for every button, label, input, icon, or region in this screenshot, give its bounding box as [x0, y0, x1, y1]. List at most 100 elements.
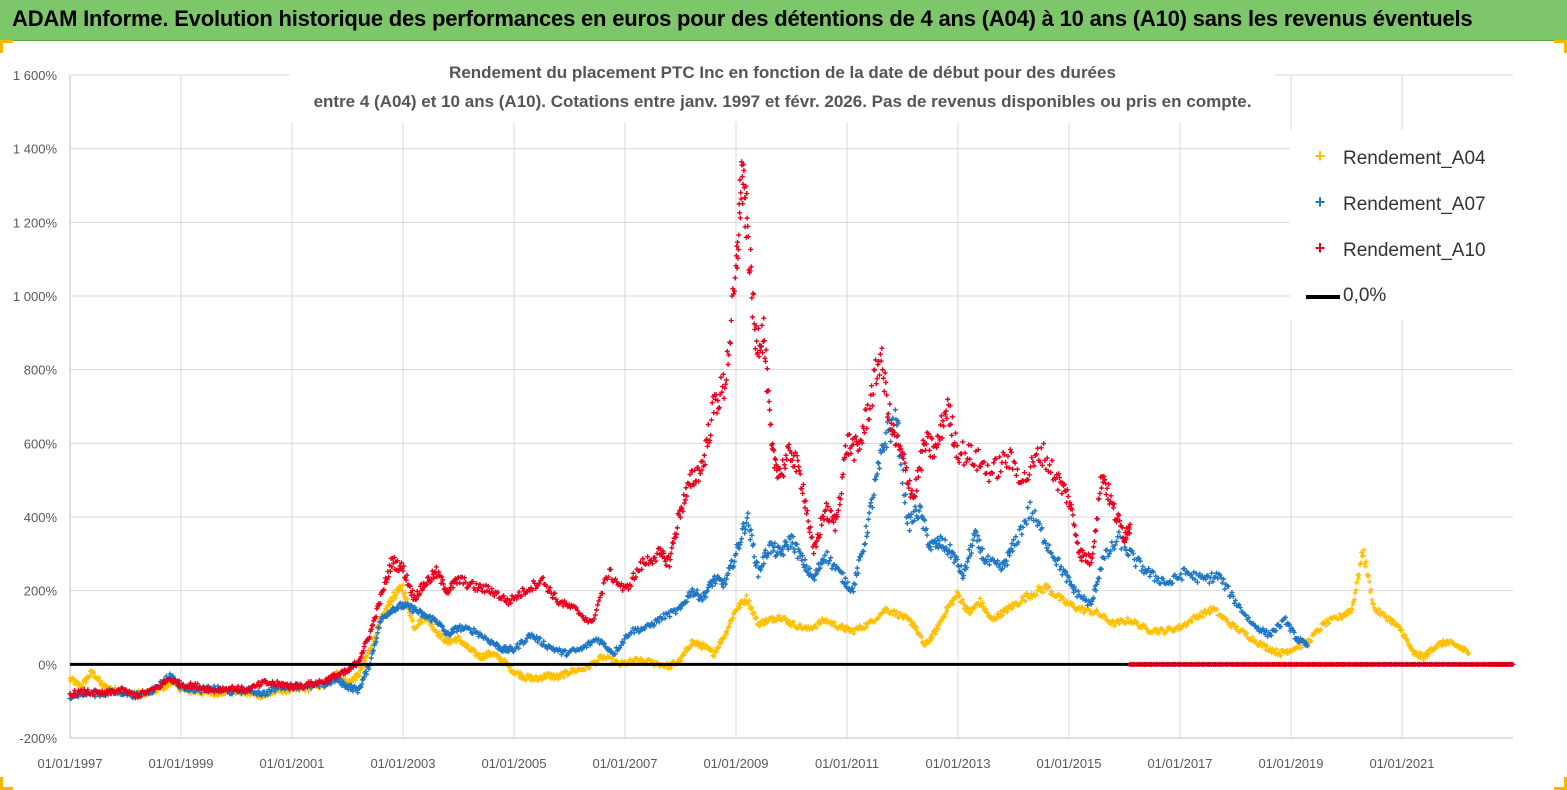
data-point	[688, 483, 694, 489]
data-point	[894, 609, 900, 615]
data-point	[373, 639, 379, 645]
data-point	[938, 422, 944, 428]
data-point	[389, 609, 395, 615]
data-point	[915, 474, 921, 480]
data-point	[884, 392, 890, 398]
data-point	[796, 464, 802, 470]
data-point	[265, 692, 271, 698]
data-point	[788, 544, 794, 550]
data-point	[863, 407, 869, 413]
data-point	[1116, 621, 1122, 627]
data-point	[1420, 657, 1426, 663]
data-point	[928, 637, 934, 643]
scatter-chart: 1 600% 1 400% 1 200% 1 000% 800% 600% 400% 200%…	[13, 68, 1516, 771]
data-point	[911, 493, 917, 499]
y-tick-label: -200%	[19, 731, 57, 746]
data-point	[393, 595, 399, 601]
data-point	[753, 323, 759, 329]
data-point	[1234, 624, 1240, 630]
data-point	[735, 247, 741, 253]
data-point	[953, 595, 959, 601]
data-point	[723, 631, 729, 637]
data-point	[866, 416, 872, 422]
data-point	[91, 692, 97, 698]
data-point	[942, 537, 948, 543]
data-point	[1075, 540, 1081, 546]
data-point	[838, 491, 844, 497]
data-point	[903, 467, 909, 473]
data-point	[851, 630, 857, 636]
data-point	[741, 523, 747, 529]
data-point	[842, 455, 848, 461]
data-point	[777, 545, 783, 551]
data-point	[1446, 641, 1452, 647]
data-point	[703, 594, 709, 600]
data-point	[262, 677, 268, 683]
data-point	[996, 564, 1002, 570]
data-point	[1093, 528, 1099, 533]
data-point	[368, 626, 374, 632]
data-point	[737, 605, 743, 611]
data-point	[960, 439, 966, 445]
data-point	[699, 467, 705, 473]
data-point	[969, 543, 975, 549]
data-point	[391, 554, 397, 560]
data-point	[926, 447, 932, 453]
data-point	[501, 657, 507, 663]
data-point	[1067, 578, 1073, 584]
data-point	[751, 291, 757, 297]
data-point	[954, 443, 960, 449]
data-point	[535, 639, 541, 645]
data-point	[678, 606, 683, 612]
data-point	[1091, 595, 1097, 601]
data-point	[730, 615, 736, 621]
data-point	[1184, 568, 1190, 574]
y-axis-ticks: 1 600% 1 400% 1 200% 1 000% 800% 600% 400% 200%…	[13, 68, 58, 746]
data-point	[999, 613, 1005, 619]
data-point	[1324, 617, 1330, 623]
data-point	[701, 452, 707, 458]
data-point	[768, 421, 774, 427]
data-point	[763, 347, 769, 353]
data-point	[924, 532, 930, 538]
data-point	[1264, 643, 1270, 649]
data-point	[856, 557, 862, 563]
data-point	[823, 500, 829, 506]
data-point	[790, 534, 796, 540]
data-point	[786, 618, 792, 624]
data-point	[1146, 566, 1152, 572]
data-point	[732, 275, 738, 281]
data-point	[786, 442, 792, 448]
data-point	[1349, 607, 1355, 613]
data-point	[1092, 528, 1098, 534]
data-point	[1308, 638, 1314, 644]
data-point	[389, 564, 395, 570]
data-point	[1370, 601, 1376, 607]
data-point	[746, 523, 752, 529]
data-point	[761, 315, 767, 321]
data-point	[848, 450, 854, 456]
data-point	[931, 454, 937, 460]
data-point	[1013, 472, 1019, 478]
data-point	[900, 456, 906, 462]
data-point	[374, 635, 380, 641]
data-point	[771, 544, 777, 550]
data-point	[749, 532, 755, 538]
plus-marker-icon: +	[1314, 146, 1326, 166]
data-point	[390, 597, 396, 603]
data-point	[731, 559, 737, 565]
data-point	[170, 673, 176, 679]
data-point	[888, 439, 894, 445]
data-point	[1009, 541, 1015, 547]
legend-item-a10: + Rendement_A10	[1290, 237, 1515, 267]
data-point	[630, 570, 636, 576]
data-point	[1046, 542, 1052, 548]
data-point	[1096, 496, 1102, 502]
data-point	[867, 406, 873, 412]
data-point	[824, 549, 830, 555]
data-point	[855, 570, 861, 576]
data-point	[816, 534, 822, 540]
data-point	[674, 531, 680, 537]
data-point	[1053, 562, 1059, 568]
data-point	[1049, 588, 1055, 594]
